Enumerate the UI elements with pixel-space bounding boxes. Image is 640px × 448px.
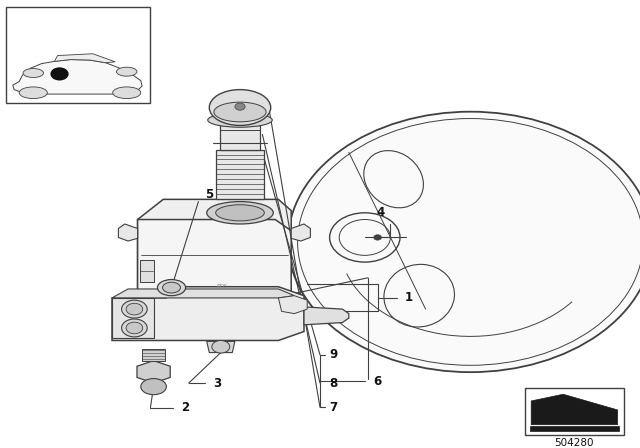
Polygon shape [207, 341, 235, 353]
Ellipse shape [214, 102, 266, 122]
Text: 7: 7 [330, 401, 338, 414]
Text: 9: 9 [330, 348, 338, 362]
Polygon shape [531, 394, 618, 425]
Polygon shape [118, 224, 138, 241]
Ellipse shape [23, 69, 44, 78]
Circle shape [122, 319, 147, 337]
Circle shape [126, 303, 143, 315]
Polygon shape [13, 60, 142, 94]
Polygon shape [137, 361, 170, 383]
Polygon shape [112, 289, 294, 298]
Text: 504280: 504280 [555, 438, 594, 448]
Ellipse shape [364, 151, 424, 208]
Text: 6: 6 [373, 375, 381, 388]
Polygon shape [530, 426, 619, 431]
Polygon shape [291, 224, 310, 241]
Text: 2: 2 [181, 401, 189, 414]
Ellipse shape [113, 87, 141, 99]
Ellipse shape [157, 280, 186, 296]
Ellipse shape [19, 87, 47, 99]
Polygon shape [142, 349, 165, 361]
Text: 5: 5 [205, 188, 213, 202]
Ellipse shape [209, 90, 271, 125]
Polygon shape [140, 260, 154, 282]
Ellipse shape [216, 205, 264, 221]
Ellipse shape [141, 379, 166, 395]
Ellipse shape [163, 282, 180, 293]
Text: 4: 4 [377, 206, 385, 219]
Polygon shape [216, 150, 264, 199]
Bar [6, 7, 150, 103]
Ellipse shape [384, 264, 454, 327]
Text: ATE: ATE [215, 284, 227, 289]
Ellipse shape [208, 113, 272, 127]
Circle shape [51, 68, 68, 80]
Polygon shape [112, 298, 154, 338]
Circle shape [126, 322, 143, 334]
Polygon shape [278, 296, 307, 314]
Ellipse shape [207, 202, 273, 224]
Ellipse shape [116, 67, 137, 76]
Circle shape [122, 300, 147, 318]
Text: 1: 1 [405, 291, 413, 305]
Circle shape [374, 235, 381, 240]
Polygon shape [54, 54, 115, 63]
Bar [525, 388, 624, 435]
Polygon shape [112, 287, 304, 340]
Polygon shape [138, 220, 291, 311]
Text: 8: 8 [330, 376, 338, 390]
Circle shape [212, 340, 230, 353]
Text: 3: 3 [213, 376, 221, 390]
Ellipse shape [288, 112, 640, 372]
Polygon shape [138, 199, 291, 311]
Polygon shape [304, 307, 349, 325]
Circle shape [235, 103, 245, 110]
Polygon shape [220, 125, 260, 150]
